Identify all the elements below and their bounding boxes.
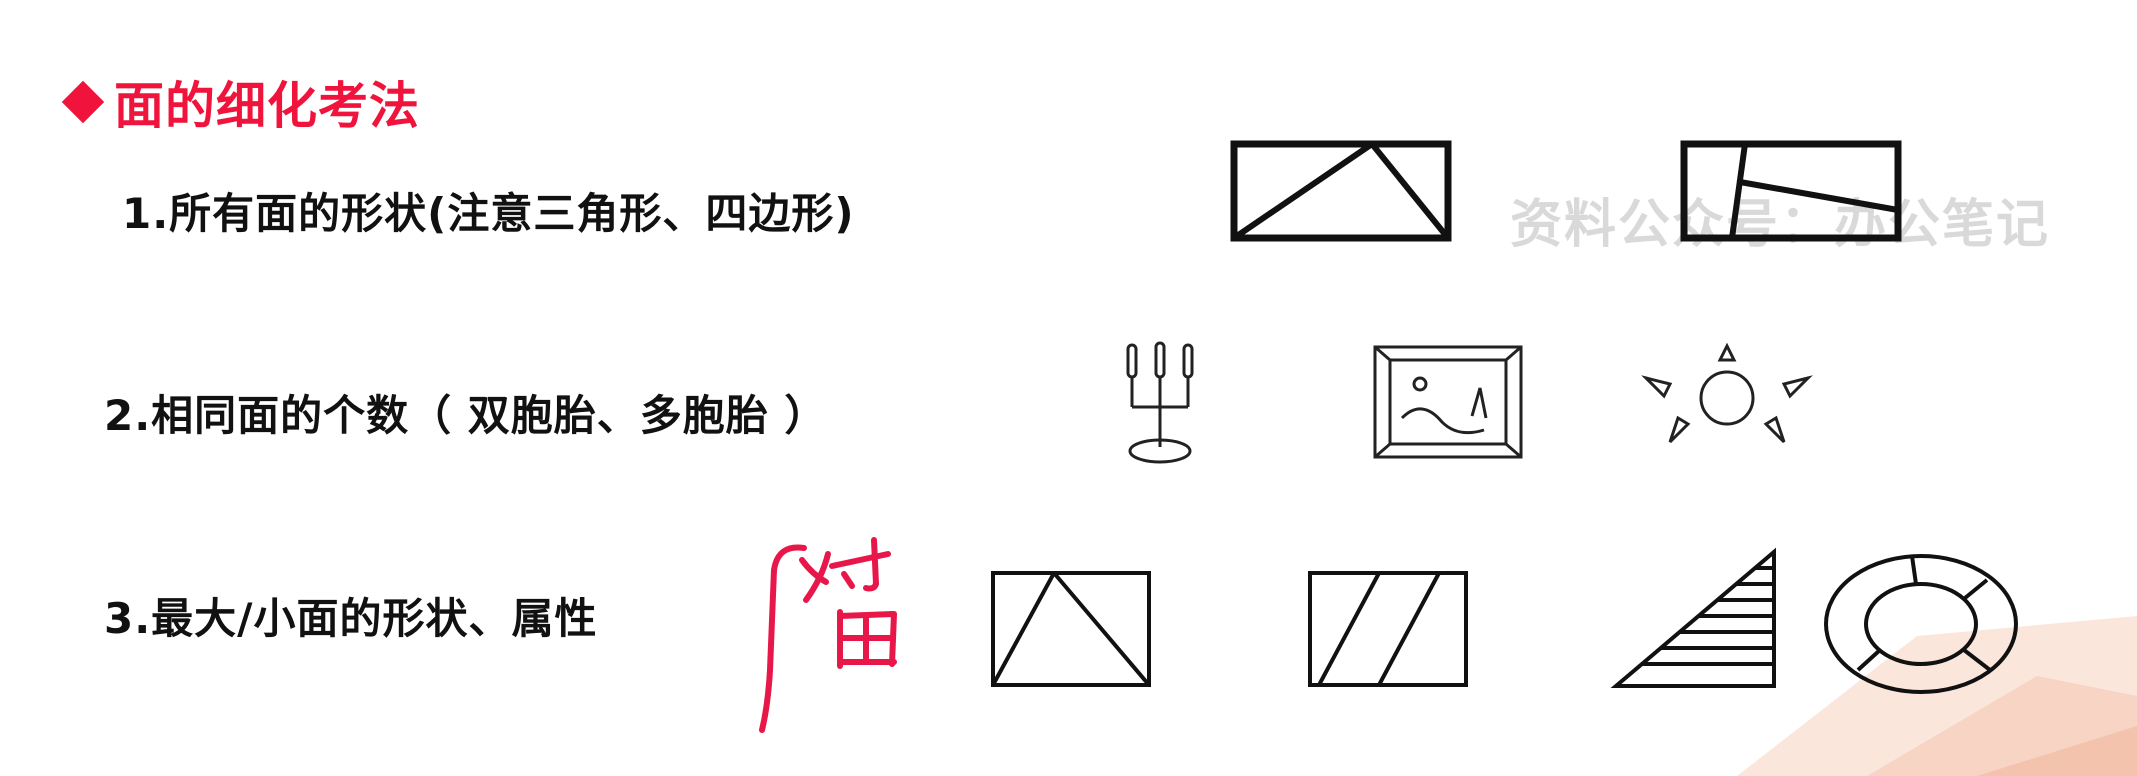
item-2-text: 2.相同面的个数（ 双胞胎、多胞胎 ） (104, 391, 828, 440)
rectangle-triangle-figure (1230, 140, 1452, 242)
watermark: 资料公众号：办公笔记 (1510, 195, 2051, 255)
rectangle-parallel-figure (1308, 571, 1468, 687)
section-heading-text: 面的细化考法 (114, 77, 420, 135)
candelabra-figure (1126, 341, 1194, 464)
ring-figure (1824, 554, 2018, 694)
corner-decoration (1737, 616, 2137, 776)
picture-frame-figure (1373, 345, 1523, 459)
diamond-bullet-icon (61, 80, 105, 124)
item-1-text: 1.所有面的形状(注意三角形、四边形) (122, 189, 855, 238)
handwritten-annotation: 对面 (759, 537, 897, 733)
section-heading: 面的细化考法 (58, 66, 420, 138)
item-3-text: 3.最大/小面的形状、属性 (104, 594, 598, 643)
striped-triangle-figure (1610, 547, 1776, 688)
rectangle-apex-figure (991, 571, 1151, 687)
rectangle-split-figure (1680, 140, 1902, 242)
sun-figure (1641, 342, 1813, 444)
